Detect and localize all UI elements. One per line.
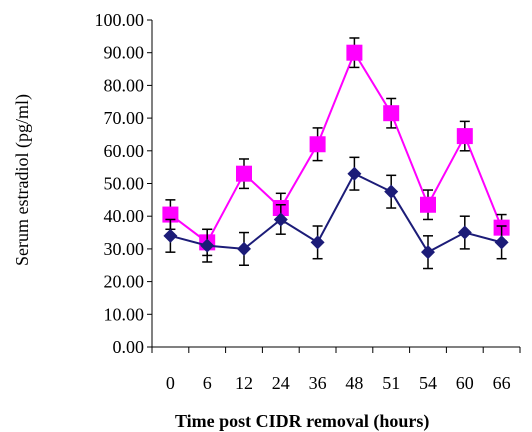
series-square bbox=[162, 37, 510, 257]
data-point-diamond bbox=[163, 228, 178, 243]
y-tick-label: 90.00 bbox=[104, 43, 145, 63]
axes bbox=[147, 19, 521, 353]
data-point-diamond bbox=[494, 235, 509, 250]
data-point-square bbox=[420, 196, 436, 213]
x-tick-label: 54 bbox=[419, 373, 437, 393]
data-point-diamond bbox=[384, 184, 399, 199]
data-point-square bbox=[456, 128, 473, 145]
y-tick-label: 40.00 bbox=[104, 206, 145, 226]
y-tick-label: 30.00 bbox=[104, 239, 145, 259]
y-axis-title: Serum estradiol (pg/ml) bbox=[12, 94, 33, 266]
x-axis-title: Time post CIDR removal (hours) bbox=[175, 411, 429, 432]
x-tick-label: 51 bbox=[382, 373, 400, 393]
data-point-diamond bbox=[457, 225, 472, 240]
series-line bbox=[170, 172, 502, 254]
x-tick-label: 36 bbox=[309, 373, 327, 393]
x-tick-label: 12 bbox=[235, 373, 253, 393]
y-tick-label: 80.00 bbox=[104, 75, 145, 95]
data-point-square bbox=[236, 165, 252, 182]
x-tick-label: 60 bbox=[456, 373, 474, 393]
y-tick-label: 100.00 bbox=[95, 10, 145, 30]
series-line bbox=[169, 50, 503, 244]
data-point-diamond bbox=[347, 166, 362, 181]
series-diamond bbox=[163, 156, 509, 270]
y-tick-label: 50.00 bbox=[104, 174, 145, 194]
x-tick-label: 6 bbox=[203, 373, 212, 393]
data-point-diamond bbox=[310, 235, 325, 250]
x-tick-label: 48 bbox=[345, 373, 363, 393]
x-tick-labels: 0 6 12 24 36 48 51 54 60 66 bbox=[166, 373, 511, 393]
y-tick-label: 10.00 bbox=[104, 304, 145, 324]
data-point-square bbox=[309, 136, 326, 153]
data-point-square bbox=[383, 105, 400, 122]
data-point-square bbox=[162, 206, 179, 223]
series-layer bbox=[162, 37, 510, 270]
x-tick-label: 24 bbox=[272, 373, 290, 393]
y-tick-label: 0.00 bbox=[113, 337, 145, 357]
y-tick-labels: 0.00 10.00 20.00 30.00 40.00 50.00 60.00 70.00 8… bbox=[95, 10, 145, 357]
data-point-diamond bbox=[237, 241, 251, 256]
y-tick-label: 70.00 bbox=[104, 108, 145, 128]
x-tick-label: 66 bbox=[493, 373, 511, 393]
y-tick-label: 60.00 bbox=[104, 141, 145, 161]
x-tick-label: 0 bbox=[166, 373, 175, 393]
data-point-diamond bbox=[421, 245, 435, 260]
data-point-diamond bbox=[200, 238, 215, 253]
data-point-square bbox=[346, 44, 363, 61]
y-tick-label: 20.00 bbox=[104, 272, 145, 292]
data-point-diamond bbox=[273, 212, 288, 227]
